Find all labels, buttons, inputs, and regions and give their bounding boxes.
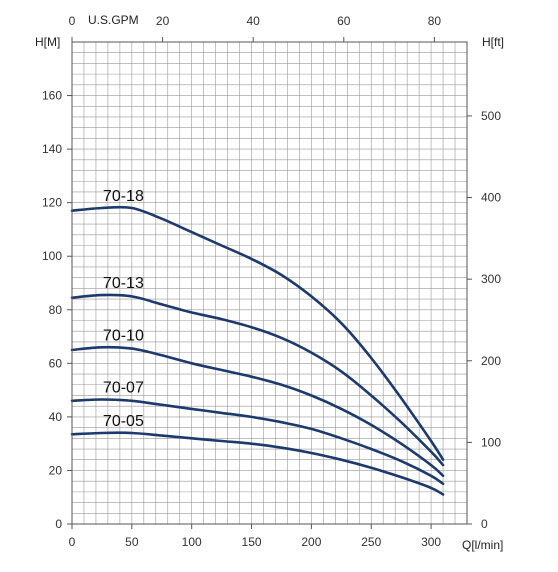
bottom-tick-label: 250 <box>361 535 381 549</box>
curve-70-18 <box>70 205 445 461</box>
top-tick-label: 0 <box>69 14 76 28</box>
left-tick-label: 20 <box>49 463 63 477</box>
left-tick-label: 120 <box>42 196 62 210</box>
curve-label-70-10: 70-10 <box>103 327 144 344</box>
bottom-tick-label: 100 <box>182 535 202 549</box>
curve-70-13 <box>70 293 445 467</box>
curve-label-70-13: 70-13 <box>103 275 144 292</box>
bottom-tick-label: 0 <box>69 535 76 549</box>
axis-ticks: 0 50 100 150 200 250 3000204060801001201401600… <box>42 14 501 549</box>
left-tick-label: 160 <box>42 89 62 103</box>
left-axis-label: H[M] <box>35 35 60 49</box>
curve-label-70-18: 70-18 <box>103 188 144 205</box>
left-tick-label: 100 <box>42 249 62 263</box>
curve-70-10 <box>70 345 445 478</box>
left-tick-label: 60 <box>49 356 63 370</box>
left-tick-label: 140 <box>42 142 62 156</box>
top-tick-label: 40 <box>247 14 261 28</box>
top-tick-label: 60 <box>337 14 351 28</box>
top-tick-label: 20 <box>156 14 170 28</box>
left-tick-label: 0 <box>55 517 62 531</box>
plot-frame <box>71 41 468 525</box>
curve-labels: 70-18 70-13 70-10 70-07 70-05 <box>103 188 144 430</box>
right-tick-label: 100 <box>481 435 501 449</box>
left-tick-label: 40 <box>49 410 63 424</box>
top-tick-label: 80 <box>428 14 442 28</box>
performance-curves <box>70 205 445 496</box>
right-tick-label: 200 <box>481 354 501 368</box>
bottom-axis-label: Q[l/min] <box>462 538 503 552</box>
right-tick-label: 400 <box>481 191 501 205</box>
curve-label-70-05: 70-05 <box>103 413 144 430</box>
right-tick-label: 500 <box>481 109 501 123</box>
left-tick-label: 80 <box>49 303 63 317</box>
right-axis-label: H[ft] <box>482 35 504 49</box>
right-tick-label: 0 <box>481 517 488 531</box>
curve-70-05 <box>70 431 445 496</box>
top-axis-label: U.S.GPM <box>88 13 139 27</box>
curve-70-07 <box>70 398 445 486</box>
right-tick-label: 300 <box>481 272 501 286</box>
curve-label-70-07: 70-07 <box>103 379 144 396</box>
bottom-tick-label: 150 <box>242 535 262 549</box>
bottom-tick-label: 50 <box>125 535 139 549</box>
bottom-tick-label: 300 <box>421 535 441 549</box>
bottom-tick-label: 200 <box>301 535 321 549</box>
